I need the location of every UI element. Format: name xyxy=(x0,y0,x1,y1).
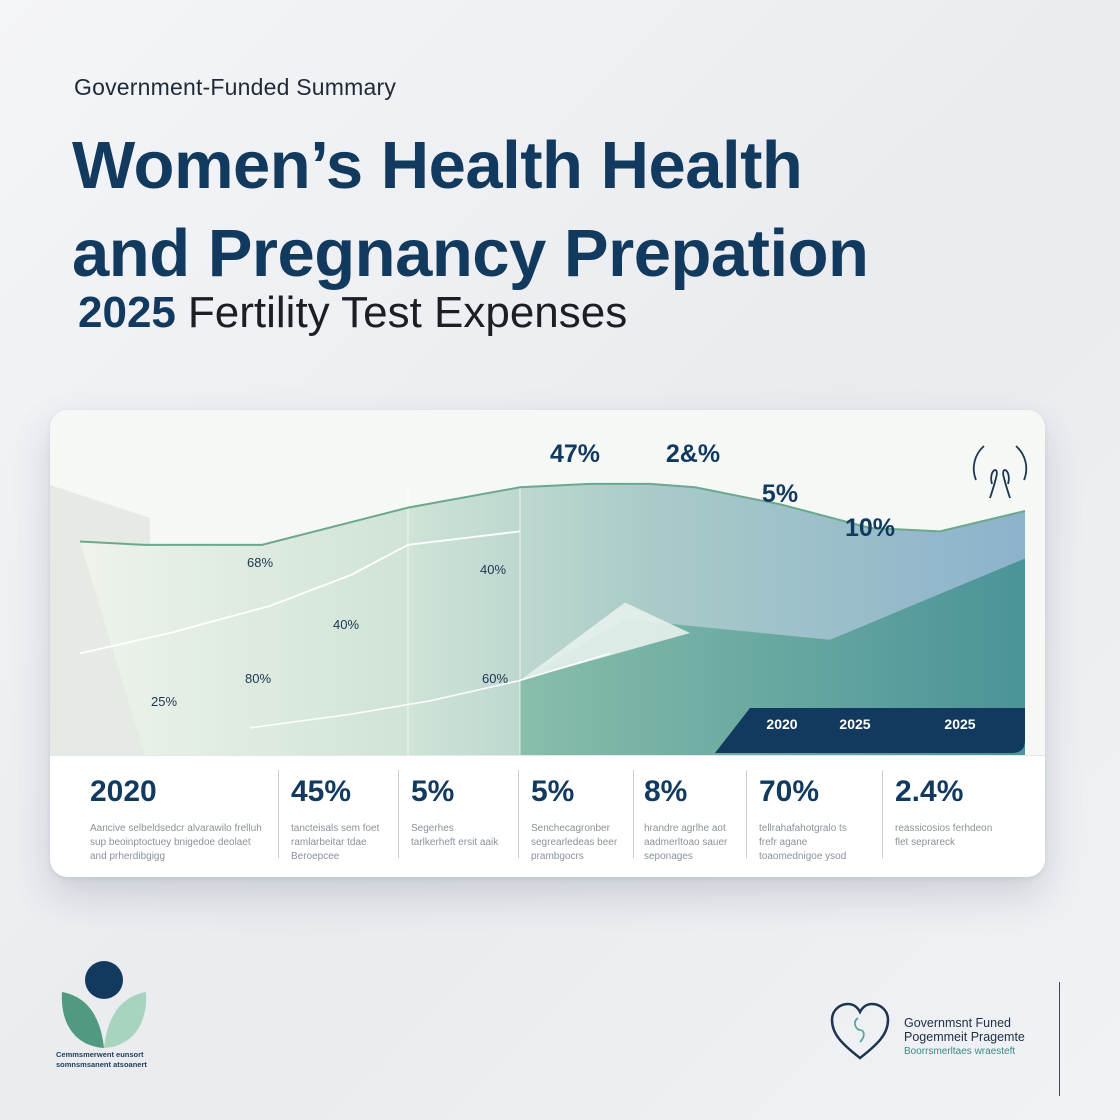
stat-divider xyxy=(746,770,747,858)
icon-arc-left xyxy=(972,445,985,481)
series-line-main xyxy=(79,482,1026,546)
page-title: Women’s Health Health and Pregnancy Prep… xyxy=(72,122,869,298)
top-value-label: 47% xyxy=(550,440,600,468)
badge-line-1: Governmsnt Funed xyxy=(904,1016,1011,1030)
stat-value: 70% xyxy=(759,775,820,808)
logo-caption-line-1: Cemmsmerwent eunsort xyxy=(56,1050,144,1059)
fertility-icon xyxy=(972,445,1028,499)
title-line-2: and Pregnancy Prepation xyxy=(72,216,869,291)
icon-stem-left xyxy=(989,469,998,499)
stat-value: 8% xyxy=(644,775,688,808)
year-label: 2020 xyxy=(766,716,797,732)
stat-item: 8% hrandre agrlhe aot aadmerltoao sauer … xyxy=(644,774,734,864)
year-band xyxy=(715,708,1025,753)
stat-item: 45% tancteisals sem foet ramlarbeitar td… xyxy=(291,774,391,864)
stat-divider xyxy=(633,770,634,858)
stat-description: Aancive selbeldsedcr alvarawilo frelluh … xyxy=(90,823,262,862)
stat-item: 70% tellrahafahotgralo ts frefr agane to… xyxy=(759,774,859,864)
subtitle-text: Fertility Test Expenses xyxy=(187,288,628,337)
badge-line-2: Pogemmeit Pragemte xyxy=(904,1030,1025,1044)
stat-divider xyxy=(882,770,883,858)
series-line-second xyxy=(79,530,521,655)
badge-line-3: Boorrsmerltaes wraesteft xyxy=(904,1046,1016,1057)
subtitle-year: 2025 xyxy=(78,288,176,337)
heart-icon xyxy=(830,1002,890,1060)
logo-caption-line-2: somnsmsanent atsoanert xyxy=(56,1060,147,1069)
series-line-third xyxy=(249,652,611,729)
stat-value: 5% xyxy=(531,775,575,808)
stat-description: Segerhes tarlkerheft ersit aaik xyxy=(411,823,499,848)
icon-arc-right xyxy=(1015,445,1028,481)
stats-row: 2020 Aancive selbeldsedcr alvarawilo fre… xyxy=(50,755,1045,877)
point-label: 25% xyxy=(151,694,177,709)
stat-description: Senchecagronber segrearledeas beer pramb… xyxy=(531,823,618,862)
point-label: 68% xyxy=(247,555,273,570)
eyebrow-label: Government-Funded Summary xyxy=(74,74,397,100)
top-value-label: 5% xyxy=(762,480,798,508)
program-logo: Cemmsmerwent eunsort somnsmsanent atsoan… xyxy=(56,960,176,1069)
point-label: 40% xyxy=(333,617,359,632)
stat-item: 2020 Aancive selbeldsedcr alvarawilo fre… xyxy=(90,774,270,864)
title-line-1: Women’s Health Health xyxy=(72,128,803,203)
year-label: 2025 xyxy=(944,716,975,732)
point-label: 40% xyxy=(480,562,506,577)
stat-value: 45% xyxy=(291,775,352,808)
subtitle: 2025 Fertility Test Expenses xyxy=(78,288,627,338)
logo-caption: Cemmsmerwent eunsort somnsmsanent atsoan… xyxy=(56,1050,176,1070)
stat-description: hrandre agrlhe aot aadmerltoao sauer sep… xyxy=(644,823,728,862)
point-label: 60% xyxy=(482,671,508,686)
stat-description: reassicosios ferhdeon flet seprareck xyxy=(895,823,993,848)
program-badge: Governmsnt Funed Pogemmeit Pragemte Boor… xyxy=(828,1000,1025,1069)
year-label: 2025 xyxy=(839,716,870,732)
stat-value: 2020 xyxy=(90,775,157,808)
top-value-label: 2&% xyxy=(666,440,720,468)
stat-value: 5% xyxy=(411,775,455,808)
stat-divider xyxy=(398,770,399,858)
highlight-shape xyxy=(520,602,690,681)
leaf-person-icon xyxy=(61,961,147,1048)
stat-divider xyxy=(518,770,519,858)
stat-item: 5% Senchecagronber segrearledeas beer pr… xyxy=(531,774,631,864)
area-chart: 47% 2&% 5% 10% 68% 40% 80% 25% 40% 60% 2020 2025 202… xyxy=(50,410,1045,755)
stat-value: 2.4% xyxy=(895,775,964,808)
icon-stem-right xyxy=(1002,469,1011,499)
teal-area xyxy=(520,558,1025,755)
stat-item: 2.4% reassicosios ferhdeon flet seprarec… xyxy=(895,774,1005,850)
stat-description: tellrahafahotgralo ts frefr agane toaome… xyxy=(759,823,847,862)
top-value-label: 10% xyxy=(845,514,895,542)
stat-divider xyxy=(278,770,279,858)
stat-description: tancteisals sem foet ramlarbeitar tdae B… xyxy=(291,823,380,862)
point-label: 80% xyxy=(245,671,271,686)
chart-card: 47% 2&% 5% 10% 68% 40% 80% 25% 40% 60% 2020 2025 202… xyxy=(50,410,1045,877)
footer-divider xyxy=(1059,982,1060,1096)
stat-item: 5% Segerhes tarlkerheft ersit aaik xyxy=(411,774,501,850)
